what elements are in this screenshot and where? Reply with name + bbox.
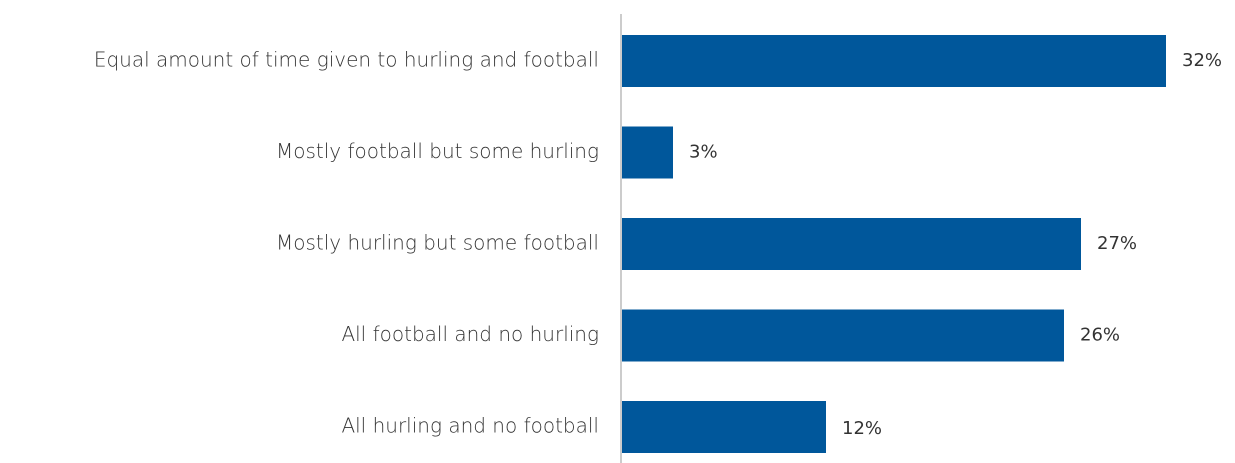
bar-5 [622,401,826,453]
value-label-2: 3% [689,142,718,163]
bar-2 [622,126,673,179]
category-label-5: All hurling and no football [341,414,599,438]
labels-layer: Equal amount of time given to hurling an… [94,48,1222,440]
value-label-4: 26% [1080,325,1120,346]
category-label-1: Equal amount of time given to hurling an… [94,48,599,72]
category-label-2: Mostly football but some hurling [276,139,599,163]
bars-layer [622,35,1166,453]
value-label-3: 27% [1097,233,1137,254]
bar-1 [622,35,1166,87]
bar-3 [622,218,1081,270]
category-label-3: Mostly hurling but some football [276,231,599,255]
value-label-1: 32% [1182,50,1222,71]
bar-4 [622,309,1064,362]
category-label-4: All football and no hurling [341,322,599,346]
value-label-5: 12% [842,418,882,439]
